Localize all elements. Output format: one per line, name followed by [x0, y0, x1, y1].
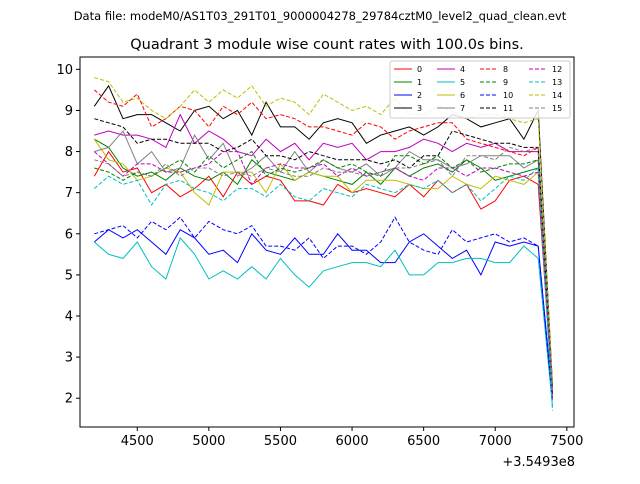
legend-label-15: 15: [552, 104, 562, 113]
legend-label-7: 7: [460, 104, 465, 113]
series-line-4: [94, 113, 553, 391]
figure-suptitle: Data file: modeM0/AS1T03_291T01_90000042…: [74, 9, 567, 23]
y-tick-label: 4: [65, 310, 73, 325]
y-tick-label: 5: [65, 268, 73, 283]
legend-label-12: 12: [552, 65, 562, 74]
y-tick-label: 9: [65, 104, 73, 119]
y-tick-label: 6: [65, 227, 73, 242]
series-line-13: [93, 166, 553, 411]
series-line-12: [93, 151, 553, 399]
legend-label-9: 9: [503, 78, 508, 87]
x-tick-label: 5500: [264, 434, 297, 449]
legend-label-1: 1: [417, 78, 422, 87]
legend-label-3: 3: [417, 104, 422, 113]
x-tick-label: 4500: [121, 434, 154, 449]
x-tick-label: 5000: [192, 434, 225, 449]
y-tick-label: 7: [65, 186, 73, 201]
legend-label-2: 2: [417, 91, 422, 100]
legend-label-4: 4: [460, 65, 465, 74]
series-line-14: [94, 77, 553, 382]
legend-box: [389, 60, 571, 119]
x-tick-label: 7500: [550, 434, 583, 449]
series-line-9: [94, 150, 553, 386]
plot-area: [93, 77, 553, 411]
legend-label-8: 8: [503, 65, 508, 74]
x-tick-label: 6500: [407, 434, 440, 449]
series-line-6: [93, 138, 553, 391]
legend-label-13: 13: [552, 78, 562, 87]
axes-frame: [79, 56, 575, 428]
series-line-1: [94, 138, 553, 395]
chart-title: Quadrant 3 module wise count rates with …: [130, 37, 524, 53]
series-line-2: [93, 229, 553, 399]
legend-label-14: 14: [552, 91, 562, 100]
legend-label-0: 0: [417, 65, 422, 74]
series-line-0: [93, 150, 553, 395]
x-axis-offset-text: +3.5493e8: [502, 455, 575, 470]
y-tick-label: 8: [65, 145, 73, 160]
series-line-5: [93, 236, 553, 407]
series-line-15: [94, 146, 553, 391]
legend-label-5: 5: [460, 78, 465, 87]
x-tick-label: 6000: [336, 434, 369, 449]
x-tick-label: 7000: [479, 434, 512, 449]
legend-label-6: 6: [460, 91, 465, 100]
series-line-10: [94, 216, 553, 403]
series-line-11: [94, 118, 553, 395]
y-tick-label: 2: [65, 392, 73, 407]
series-line-8: [93, 89, 553, 391]
legend-label-10: 10: [503, 91, 513, 100]
legend-label-11: 11: [503, 104, 513, 113]
series-line-3: [93, 84, 553, 386]
y-tick-label: 3: [65, 351, 73, 366]
y-tick-label: 10: [56, 63, 73, 78]
